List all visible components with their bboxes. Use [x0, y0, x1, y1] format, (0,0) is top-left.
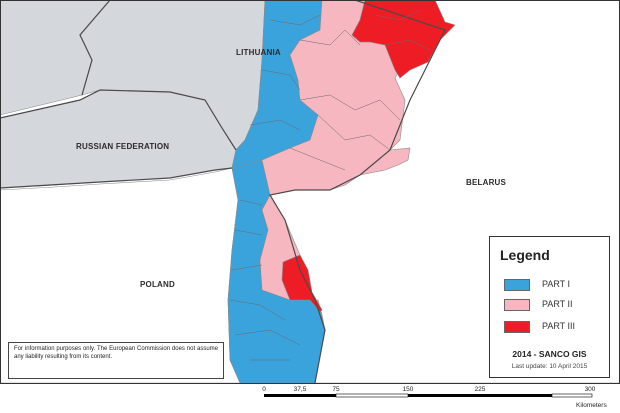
- scale-tick-label: 37,5: [293, 386, 307, 393]
- scale-unit-label: Kilometers: [576, 402, 607, 409]
- legend-label-part-3: PART III: [542, 321, 576, 331]
- scale-tick-label: 150: [402, 386, 414, 393]
- country-borders: [0, 0, 446, 384]
- legend-label-part-2: PART II: [542, 299, 573, 309]
- legend-swatch-part-2: [504, 299, 530, 311]
- scale-bar: 0 37,5 75 150 225 300 Kilometers: [250, 386, 620, 413]
- disclaimer-box: For information purposes only. The Europ…: [8, 342, 224, 379]
- country-label-lithuania: LITHUANIA: [236, 48, 281, 57]
- part-3-zone: [281, 254, 323, 313]
- legend-credit: 2014 - SANCO GIS: [512, 349, 587, 359]
- legend-swatch-part-1: [504, 279, 530, 291]
- scale-bar-graphic: [264, 393, 593, 398]
- legend-label-part-1: PART I: [542, 279, 571, 289]
- legend-title: Legend: [500, 247, 550, 263]
- legend-swatch-part-3: [504, 321, 530, 333]
- part-3-zone: [351, 0, 456, 79]
- scale-tick-label: 0: [262, 386, 266, 393]
- scale-tick-label: 75: [332, 386, 340, 393]
- country-label-russian-federation: RUSSIAN FEDERATION: [76, 142, 170, 151]
- country-label-belarus: BELARUS: [466, 178, 507, 187]
- legend-last-update: Last update: 10 April 2015: [511, 363, 588, 370]
- map-legend: Legend PART I PART II PART III 2014 - SA…: [489, 236, 610, 378]
- scale-tick-label: 225: [474, 386, 486, 393]
- district-boundaries: [229, 9, 431, 361]
- scale-tick-label: 300: [584, 386, 596, 393]
- country-label-poland: POLAND: [140, 280, 175, 289]
